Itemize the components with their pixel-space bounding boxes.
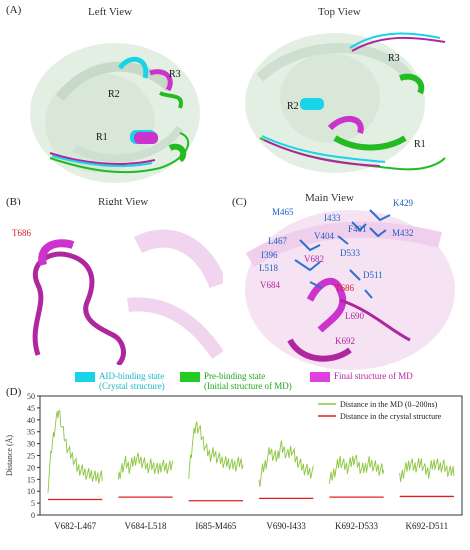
y-tick-label: 0	[31, 511, 35, 520]
legend-label-line: (Initial structure of MD)	[204, 381, 292, 391]
left-view-title: Left View	[88, 6, 133, 18]
y-tick-label: 15	[27, 475, 35, 484]
legend-label-aid: AID-binding state (Crystal structure)	[99, 371, 165, 391]
panel-d-letter: (D)	[6, 386, 22, 398]
x-category-label: V682-L467	[54, 521, 96, 531]
legend-label-line: AID-binding state	[99, 371, 165, 381]
residue-label-t686: T686	[335, 283, 354, 293]
legend-swatch-prebinding	[180, 372, 200, 382]
legend-swatch-final	[310, 372, 330, 382]
main-view-structure	[245, 209, 455, 370]
residue-label-magenta: V682	[304, 254, 324, 264]
main-view-title: Main View	[305, 192, 354, 204]
residue-label-blue: V404	[314, 231, 334, 241]
top-view-region-label: R1	[414, 139, 426, 150]
residue-label-blue: F401	[348, 224, 367, 234]
y-tick-label: 10	[27, 487, 35, 496]
distance-chart: 0 5 10 15 20 25 30 35 40 45 50 Distance (Å) V682-L46…	[5, 392, 463, 531]
structure-legend: AID-binding state (Crystal structure) Pr…	[75, 370, 465, 400]
md-distance-line	[117, 452, 174, 480]
legend-label-md: Distance in the MD (0–200ns)	[340, 400, 438, 409]
y-tick-label: 35	[27, 428, 35, 437]
residue-label-blue: L467	[268, 236, 287, 246]
y-tick-label: 30	[27, 440, 35, 449]
x-category-label: V690-I433	[266, 521, 306, 531]
residue-label-blue: L518	[259, 263, 278, 273]
residue-label-blue: D511	[363, 270, 383, 280]
y-tick-label: 25	[27, 452, 35, 461]
y-tick-label: 40	[27, 416, 35, 425]
legend-swatch-aid	[75, 372, 95, 382]
md-distance-line	[188, 421, 244, 479]
residue-label-magenta: K692	[335, 336, 355, 346]
residue-label-magenta: L690	[345, 311, 364, 321]
left-view-region-label: R3	[169, 69, 181, 80]
legend-label-line: Pre-binding state	[204, 371, 266, 381]
legend-label-crystal: Distance in the crystal structure	[340, 412, 442, 421]
x-category-label: K692-D533	[335, 521, 378, 531]
md-distance-line	[258, 440, 314, 487]
md-distance-line	[328, 454, 385, 484]
panel-a-letter: (A)	[6, 4, 22, 16]
y-tick-label: 5	[31, 499, 35, 508]
y-tick-label: 20	[27, 463, 35, 472]
y-tick-label: 45	[27, 404, 35, 413]
residue-label-blue: M465	[272, 207, 294, 217]
left-view-region-label: R1	[96, 132, 108, 143]
x-category-label: I685-M465	[195, 521, 236, 531]
residue-label-blue: D533	[340, 248, 360, 258]
residue-label-t686: T686	[12, 228, 31, 238]
md-distance-line	[399, 457, 455, 482]
top-view-region-label: R2	[287, 101, 299, 112]
legend-label-line: (Crystal structure)	[99, 381, 165, 391]
legend-label-prebinding: Pre-binding state (Initial structure of …	[204, 371, 292, 391]
y-tick-label: 50	[27, 392, 35, 401]
top-view-region-label: R3	[388, 53, 400, 64]
legend-label-final: Final structure of MD	[334, 371, 413, 381]
residue-label-blue: I433	[324, 213, 341, 223]
top-view-structure	[245, 32, 446, 173]
panel-b-letter: (B)	[6, 196, 21, 208]
panel-c-letter: (C)	[232, 196, 247, 208]
right-view-structure	[18, 205, 223, 365]
residue-label-blue: I396	[261, 250, 278, 260]
x-category-label: V684-L518	[125, 521, 167, 531]
x-category-label: K692-D511	[405, 521, 448, 531]
y-axis-label: Distance (Å)	[5, 435, 14, 476]
residue-label-magenta: V684	[260, 280, 280, 290]
top-view-title: Top View	[318, 6, 361, 18]
residue-label-blue: K429	[393, 198, 413, 208]
residue-label-blue: M432	[392, 228, 414, 238]
left-view-region-label: R2	[108, 89, 120, 100]
left-view-structure	[30, 43, 200, 183]
md-distance-line	[47, 409, 103, 493]
